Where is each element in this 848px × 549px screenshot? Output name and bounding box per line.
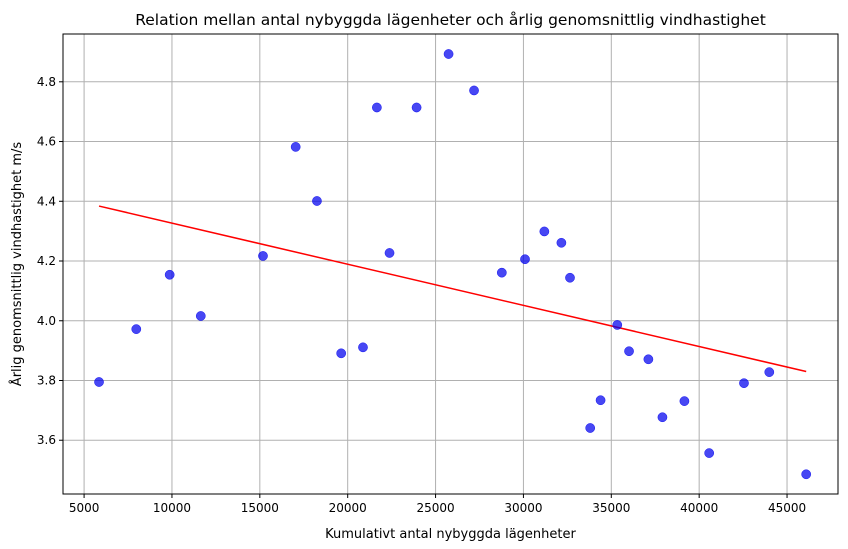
data-point <box>585 423 596 433</box>
x-tick-label: 40000 <box>680 501 718 515</box>
data-point <box>704 448 715 458</box>
y-tick-label: 4.6 <box>37 135 56 149</box>
data-point <box>312 196 322 206</box>
data-point <box>372 102 382 113</box>
data-point <box>290 142 301 152</box>
data-point <box>411 102 422 113</box>
x-tick-label: 10000 <box>153 501 191 515</box>
x-tick-label: 30000 <box>504 501 542 515</box>
y-tick-label: 4.8 <box>37 75 56 89</box>
data-point <box>612 320 623 330</box>
x-gridlines <box>83 34 788 494</box>
x-tick-label: 45000 <box>768 501 806 515</box>
trend-line <box>98 205 807 373</box>
data-point <box>443 49 454 59</box>
chart-title: Relation mellan antal nybyggda lägenhete… <box>135 11 766 29</box>
x-tick-label: 25000 <box>416 501 454 515</box>
x-axis-ticks: 5000 10000 15000 20000 25000 30000 35000 40000 4… <box>69 494 806 515</box>
data-point <box>358 342 368 353</box>
y-axis-ticks: 3.6 3.8 4.0 4.2 4.4 4.6 4.8 <box>37 75 63 447</box>
data-point <box>469 85 479 96</box>
y-tick-label: 3.6 <box>37 433 56 447</box>
data-point <box>164 269 175 280</box>
data-point <box>496 267 507 278</box>
y-tick-label: 4.0 <box>37 314 56 328</box>
data-point <box>384 248 395 258</box>
y-axis-label: Årlig genomsnittlig vindhastighet m/s <box>9 142 25 387</box>
data-point <box>258 251 268 261</box>
data-point <box>679 396 690 406</box>
data-points <box>94 49 812 480</box>
y-tick-label: 4.4 <box>37 194 56 208</box>
data-point <box>94 377 104 387</box>
x-tick-label: 35000 <box>592 501 630 515</box>
data-point <box>520 254 530 265</box>
data-point <box>556 237 567 248</box>
data-point <box>739 378 749 389</box>
data-point <box>624 346 634 357</box>
data-point <box>539 226 550 237</box>
plot-area <box>63 34 838 494</box>
data-point <box>764 367 775 377</box>
y-tick-label: 3.8 <box>37 373 56 387</box>
plot-frame <box>62 33 839 495</box>
data-point <box>595 395 606 406</box>
data-point <box>565 272 575 283</box>
data-point <box>131 324 142 334</box>
data-point <box>801 469 812 480</box>
data-point <box>195 311 206 321</box>
y-gridlines <box>63 81 838 441</box>
data-point <box>336 348 347 359</box>
x-axis-label: Kumulativt antal nybyggda lägenheter <box>325 527 576 542</box>
x-tick-label: 15000 <box>241 501 279 515</box>
x-tick-label: 20000 <box>329 501 367 515</box>
data-point <box>643 354 654 365</box>
y-tick-label: 4.2 <box>37 254 56 268</box>
x-tick-label: 5000 <box>69 501 100 515</box>
trend-line-group <box>98 205 807 373</box>
data-point <box>657 412 668 423</box>
